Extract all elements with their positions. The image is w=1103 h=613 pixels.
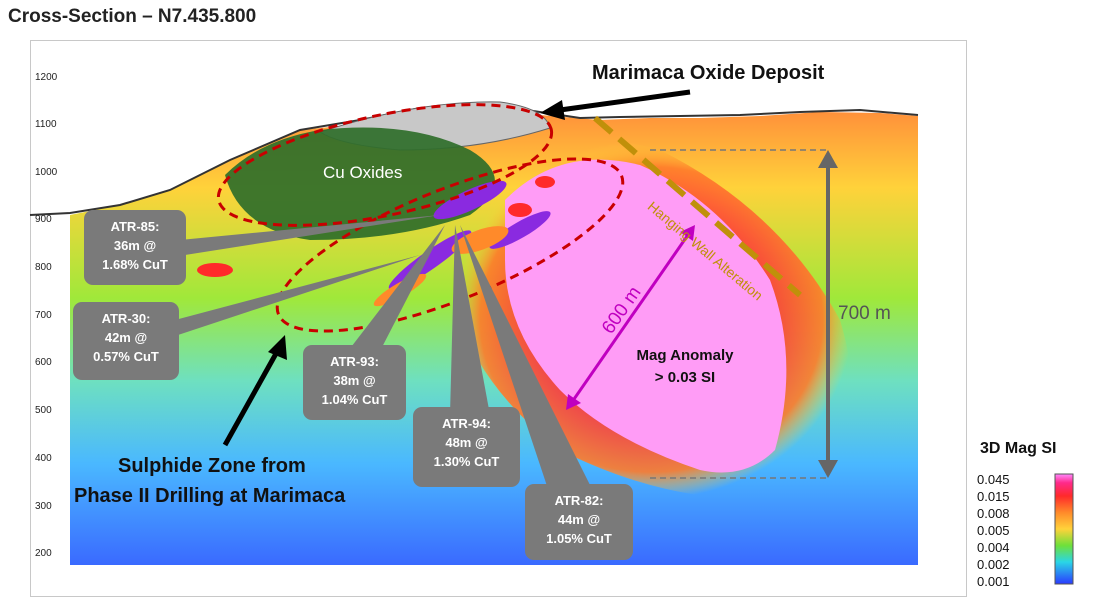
elev-tick: 1000: [35, 167, 58, 178]
legend-value: 0.001: [977, 574, 1010, 589]
callout-atr85: ATR-85: 36m @ 1.68% CuT: [84, 210, 186, 285]
page-title: Cross-Section – N7.435.800: [8, 6, 257, 27]
legend-value: 0.002: [977, 557, 1010, 572]
legend-value: 0.045: [977, 472, 1010, 487]
sulphide-arrow: [222, 348, 281, 447]
pointer-atr30: [175, 255, 420, 335]
callout-interval: 42m @: [104, 330, 148, 345]
callout-grade: 1.05% CuT: [546, 531, 612, 546]
dim-700-arrowhead-top: [818, 150, 838, 168]
cu-oxides-label: Cu Oxides: [323, 163, 403, 182]
legend-value: 0.008: [977, 506, 1010, 521]
callout-name: ATR-94:: [442, 416, 491, 431]
deposit-arrowhead: [540, 100, 565, 120]
elev-tick: 900: [35, 214, 52, 225]
elev-tick: 700: [35, 310, 52, 321]
elev-tick: 600: [35, 357, 52, 368]
pointer-atr82: [460, 225, 595, 495]
mag-anomaly: [505, 159, 787, 473]
mag-anomaly-label-line1: Mag Anomaly: [636, 347, 734, 364]
deposit-label: Marimaca Oxide Deposit: [592, 62, 825, 84]
callout-name: ATR-30:: [101, 311, 151, 326]
cu-oxide-body: [225, 127, 495, 240]
callout-grade: 1.68% CuT: [102, 257, 168, 272]
callout-grade: 0.57% CuT: [93, 349, 159, 364]
legend-title: 3D Mag SI: [980, 440, 1057, 457]
elev-tick: 1100: [35, 119, 57, 130]
pointer-atr93: [345, 225, 445, 355]
callout-interval: 44m @: [557, 512, 601, 527]
legend-colorbar: [1054, 473, 1074, 585]
callout-atr93: ATR-93: 38m @ 1.04% CuT: [303, 345, 406, 420]
dim-600-arrowhead-bottom: [566, 394, 581, 410]
pointer-atr94: [450, 225, 490, 415]
sulphide-arrowhead: [268, 335, 287, 360]
legend-value: 0.005: [977, 523, 1010, 538]
elev-tick: 800: [35, 262, 52, 273]
legend-value: 0.004: [977, 540, 1010, 555]
elev-tick: 300: [35, 501, 52, 512]
pointer-atr85: [180, 215, 440, 255]
callout-grade: 1.30% CuT: [433, 454, 500, 469]
elev-tick: 1200: [35, 72, 58, 83]
sulphide-label-line1: Sulphide Zone from: [118, 455, 306, 477]
callout-atr30: ATR-30: 42m @ 0.57% CuT: [73, 302, 179, 380]
dim-700-label: 700 m: [838, 303, 891, 324]
mag-anomaly-label-line2: > 0.03 SI: [654, 369, 716, 386]
elev-tick: 200: [35, 548, 52, 559]
callout-interval: 38m @: [333, 373, 376, 388]
legend-value: 0.015: [977, 489, 1010, 504]
callout-interval: 36m @: [113, 238, 157, 253]
callout-atr82: ATR-82: 44m @ 1.05% CuT: [525, 484, 633, 560]
callout-name: ATR-85:: [110, 219, 160, 234]
callout-grade: 1.04% CuT: [321, 392, 388, 407]
deposit-arrow: [559, 89, 691, 113]
callout-name: ATR-82:: [554, 493, 604, 508]
sulphide-label-line2: Phase II Drilling at Marimaca: [74, 485, 346, 507]
elev-tick: 400: [35, 453, 52, 464]
sulphide-zone-ellipse: [275, 157, 625, 333]
dim-600-arrow: [570, 231, 692, 403]
dim-600-arrowhead-top: [680, 225, 695, 241]
dim-700-arrowhead-bottom: [818, 460, 838, 478]
oxide-deposit-ellipse: [216, 103, 554, 227]
callout-name: ATR-93:: [330, 354, 379, 369]
hanging-wall-line: [593, 115, 802, 298]
elev-tick: 500: [35, 405, 52, 416]
callout-interval: 48m @: [445, 435, 488, 450]
callout-atr94: ATR-94: 48m @ 1.30% CuT: [413, 407, 520, 487]
